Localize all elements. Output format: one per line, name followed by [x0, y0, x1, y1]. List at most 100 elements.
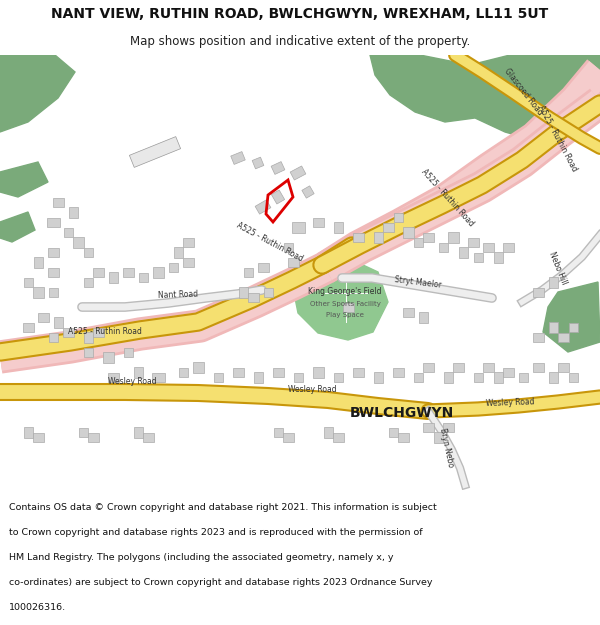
- Bar: [83, 248, 92, 256]
- Bar: [214, 372, 223, 381]
- Bar: [130, 137, 181, 168]
- Polygon shape: [543, 282, 600, 352]
- Bar: [533, 362, 544, 371]
- Bar: [32, 432, 44, 441]
- Bar: [83, 331, 92, 342]
- Bar: [503, 242, 514, 251]
- Bar: [389, 428, 398, 436]
- Bar: [133, 366, 143, 378]
- Bar: [62, 328, 74, 336]
- Bar: [83, 348, 92, 356]
- Text: Wesley Road: Wesley Road: [287, 386, 337, 394]
- Text: A525 - Ruthin Road: A525 - Ruthin Road: [536, 103, 580, 172]
- Bar: [193, 361, 203, 372]
- Bar: [467, 238, 479, 246]
- Bar: [443, 371, 452, 382]
- Bar: [107, 372, 119, 381]
- Bar: [419, 311, 427, 322]
- Bar: [413, 372, 422, 381]
- Text: A525 - Ruthin Road: A525 - Ruthin Road: [235, 221, 305, 263]
- Bar: [569, 322, 577, 331]
- Bar: [47, 268, 59, 276]
- Bar: [548, 276, 557, 288]
- Bar: [37, 312, 49, 321]
- Polygon shape: [0, 162, 48, 197]
- Bar: [343, 302, 353, 311]
- Bar: [493, 251, 503, 262]
- Bar: [254, 371, 263, 382]
- Bar: [68, 206, 77, 217]
- Bar: [334, 372, 343, 381]
- Text: BWLCHGWYN: BWLCHGWYN: [350, 406, 454, 420]
- Bar: [458, 246, 467, 258]
- Bar: [179, 368, 187, 376]
- Bar: [182, 238, 193, 246]
- Polygon shape: [293, 258, 388, 340]
- Bar: [49, 288, 58, 296]
- Text: to Crown copyright and database rights 2023 and is reproduced with the permissio: to Crown copyright and database rights 2…: [9, 529, 422, 538]
- Bar: [403, 308, 413, 316]
- Text: Map shows position and indicative extent of the property.: Map shows position and indicative extent…: [130, 35, 470, 48]
- Bar: [233, 368, 244, 376]
- Bar: [493, 371, 503, 382]
- Bar: [313, 217, 323, 226]
- Bar: [34, 256, 43, 268]
- Bar: [122, 268, 133, 276]
- Text: 100026316.: 100026316.: [9, 603, 66, 612]
- Bar: [88, 432, 98, 441]
- Bar: [139, 272, 148, 281]
- Bar: [518, 372, 527, 381]
- Bar: [503, 368, 514, 376]
- Bar: [248, 292, 259, 301]
- Bar: [124, 348, 133, 356]
- Text: Glascoed Road: Glascoed Road: [502, 67, 544, 117]
- Bar: [373, 231, 383, 242]
- Bar: [271, 162, 285, 174]
- Bar: [53, 198, 64, 206]
- Text: Contains OS data © Crown copyright and database right 2021. This information is : Contains OS data © Crown copyright and d…: [9, 504, 437, 512]
- Bar: [255, 200, 271, 214]
- Polygon shape: [0, 55, 75, 132]
- Text: NANT VIEW, RUTHIN ROAD, BWLCHGWYN, WREXHAM, LL11 5UT: NANT VIEW, RUTHIN ROAD, BWLCHGWYN, WREXH…: [52, 7, 548, 21]
- Text: Nant Road: Nant Road: [158, 290, 198, 300]
- Bar: [323, 426, 332, 438]
- Polygon shape: [0, 212, 35, 242]
- Bar: [334, 221, 343, 232]
- Bar: [47, 217, 59, 226]
- Bar: [433, 431, 443, 442]
- Bar: [548, 321, 557, 332]
- Bar: [92, 328, 104, 336]
- Bar: [569, 372, 577, 381]
- Bar: [353, 368, 364, 376]
- Bar: [283, 432, 293, 441]
- Bar: [169, 262, 178, 271]
- Bar: [452, 362, 464, 371]
- Bar: [49, 332, 58, 341]
- Bar: [47, 248, 59, 256]
- Bar: [482, 362, 493, 371]
- Bar: [443, 422, 454, 431]
- Bar: [23, 278, 32, 286]
- Bar: [422, 422, 433, 431]
- Bar: [398, 432, 409, 441]
- Bar: [32, 286, 44, 298]
- Text: Other Sports Facility: Other Sports Facility: [310, 301, 380, 307]
- Bar: [373, 371, 383, 382]
- Bar: [23, 426, 32, 438]
- Bar: [143, 432, 154, 441]
- Bar: [231, 152, 245, 164]
- Bar: [92, 268, 104, 276]
- Bar: [473, 372, 482, 381]
- Bar: [244, 268, 253, 276]
- Bar: [293, 372, 302, 381]
- Polygon shape: [370, 55, 600, 142]
- Bar: [290, 166, 306, 180]
- Bar: [151, 372, 164, 381]
- Text: King George's Field: King George's Field: [308, 288, 382, 296]
- Bar: [239, 286, 248, 298]
- Bar: [313, 366, 323, 378]
- Bar: [353, 232, 364, 241]
- Text: HM Land Registry. The polygons (including the associated geometry, namely x, y: HM Land Registry. The polygons (includin…: [9, 554, 394, 562]
- Bar: [557, 362, 569, 371]
- Text: Play Space: Play Space: [326, 312, 364, 318]
